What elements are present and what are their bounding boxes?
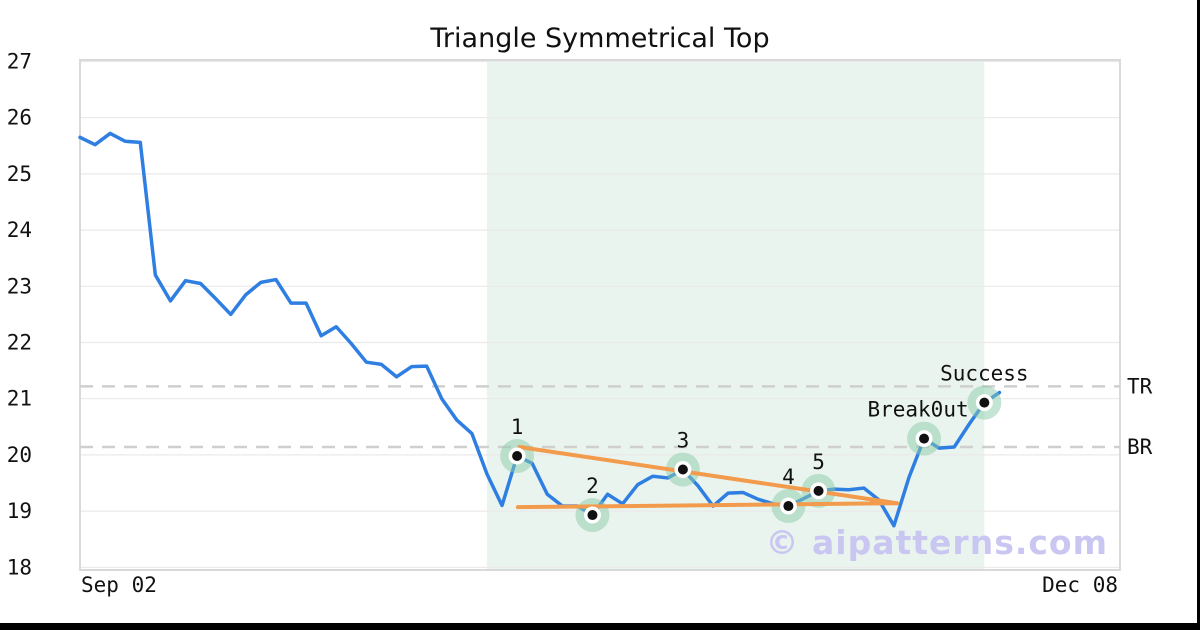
marker-label-4: 4 xyxy=(782,465,795,489)
y-tick-label: 27 xyxy=(7,50,32,74)
ref-line-label-br: BR xyxy=(1127,435,1153,459)
marker-dot xyxy=(512,451,523,462)
plot-border xyxy=(79,59,1121,571)
y-tick-label: 25 xyxy=(7,162,32,186)
pattern-region xyxy=(486,60,985,570)
window-edge-bottom xyxy=(0,623,1200,630)
marker-label-5: 5 xyxy=(812,450,825,474)
y-tick-label: 20 xyxy=(7,443,32,467)
marker-label-3: 3 xyxy=(677,429,690,453)
marker-label-success: Success xyxy=(940,362,1029,386)
marker-label-1: 1 xyxy=(511,415,524,439)
chart-title: Triangle Symmetrical Top xyxy=(430,23,770,54)
marker-dot xyxy=(587,510,598,521)
y-tick-label: 19 xyxy=(7,499,32,523)
x-tick-label: Sep 02 xyxy=(81,573,157,597)
y-tick-label: 26 xyxy=(7,106,32,130)
ref-line-label-tr: TR xyxy=(1127,374,1153,398)
marker-dot xyxy=(979,397,990,408)
watermark: © aipatterns.com xyxy=(765,523,1108,562)
marker-dot xyxy=(677,464,688,475)
window-edge-right xyxy=(1197,0,1200,630)
marker-dot xyxy=(813,485,824,496)
marker-label-2: 2 xyxy=(586,474,599,498)
marker-dot xyxy=(919,433,930,444)
marker-dot xyxy=(783,501,794,512)
y-tick-label: 21 xyxy=(7,387,32,411)
y-tick-label: 23 xyxy=(7,274,32,298)
marker-label-break0ut: Break0ut xyxy=(867,398,968,422)
x-tick-label: Dec 08 xyxy=(1042,573,1118,597)
y-tick-label: 22 xyxy=(7,331,32,355)
trendline-upper xyxy=(517,445,899,506)
trendline-lower xyxy=(515,501,899,510)
y-tick-label: 24 xyxy=(7,218,32,242)
price-line xyxy=(78,131,1002,528)
y-tick-label: 18 xyxy=(7,555,32,579)
